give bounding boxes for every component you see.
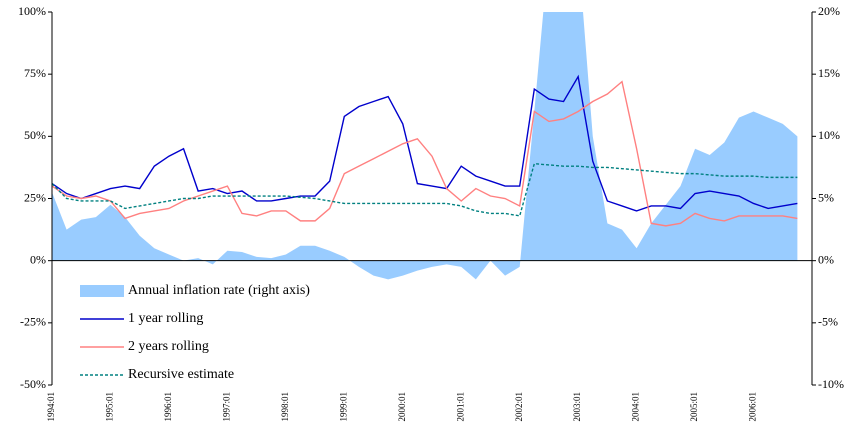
series-line [52,162,798,217]
y2-tick-label: -10% [818,377,844,391]
x-tick-label: 2006:01 [748,392,758,422]
x-tick-label: 1995:01 [105,392,115,422]
x-tick-label: 2002:01 [514,392,524,422]
y2-tick-label: 20% [818,4,840,18]
x-tick-label: 2001:01 [455,392,465,422]
x-tick-label: 1996:01 [163,392,173,422]
series-line [52,80,798,227]
x-tick-label: 2005:01 [689,392,699,422]
x-tick-label: 1998:01 [280,392,290,422]
y-tick-label: 25% [24,190,46,204]
y2-tick-label: -5% [818,315,838,329]
legend-label: 2 years rolling [128,339,209,354]
x-tick-label: 2004:01 [631,392,641,422]
legend-swatch [80,285,124,297]
y-tick-label: 75% [24,66,46,80]
legend-label: Recursive estimate [128,367,234,382]
inflation-area [52,12,798,280]
x-tick-label: 1994:01 [46,392,56,422]
y2-tick-label: 0% [818,252,834,266]
x-tick-label: 1997:01 [221,392,231,422]
y-tick-label: -25% [20,315,46,329]
y2-tick-label: 10% [818,128,840,142]
legend-label: 1 year rolling [128,311,203,326]
y-tick-label: 100% [18,4,46,18]
y-tick-label: 50% [24,128,46,142]
x-tick-label: 1999:01 [338,392,348,422]
x-tick-label: 2000:01 [397,392,407,422]
series-line [52,74,798,212]
legend-label: Annual inflation rate (right axis) [128,283,310,298]
x-tick-label: 2003:01 [572,392,582,422]
y2-tick-label: 15% [818,66,840,80]
plot-area [52,12,798,280]
y-tick-label: 0% [30,252,46,266]
y2-tick-label: 5% [818,190,834,204]
y-tick-label: -50% [20,377,46,391]
